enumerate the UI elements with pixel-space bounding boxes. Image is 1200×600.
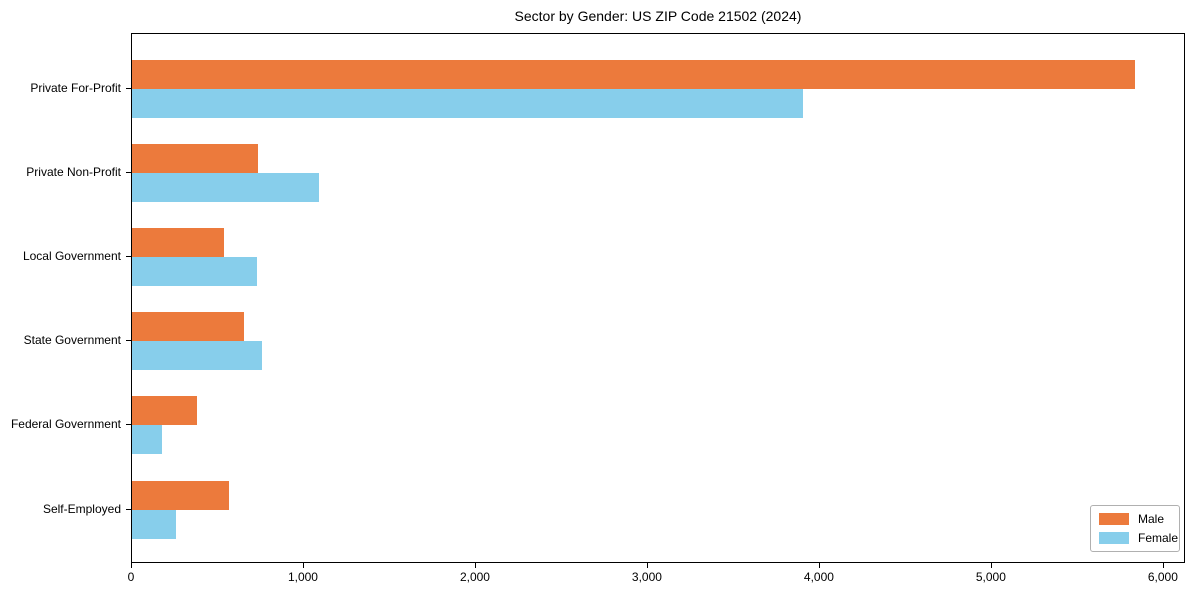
y-tick-label-self-employed: Self-Employed <box>42 501 121 516</box>
x-tick-label-6000: 6,000 <box>1147 570 1178 584</box>
bar-male-federal-government <box>132 396 198 426</box>
plot-area <box>131 33 1185 563</box>
x-tick-mark <box>131 563 132 568</box>
x-tick-mark <box>302 563 304 568</box>
x-tick-mark <box>474 563 476 568</box>
y-tick-label-private-non-profit: Private Non-Profit <box>26 165 121 180</box>
y-tick-label-local-government: Local Government <box>22 249 121 264</box>
y-tick-label-private-for-profit: Private For-Profit <box>30 81 121 95</box>
bar-male-private-for-profit <box>132 60 1135 89</box>
female-series-swatch <box>1099 532 1129 544</box>
x-tick-label-1000: 1,000 <box>287 570 318 584</box>
legend: Male Female <box>1090 505 1180 552</box>
bar-male-private-non-profit <box>132 144 259 174</box>
bar-female-private-for-profit <box>132 89 803 118</box>
x-tick-label-0: 0 <box>127 570 135 584</box>
y-tick-label-state-government: State Government <box>23 333 121 348</box>
y-tick-mark <box>126 172 131 174</box>
legend-label-male: Male <box>1138 512 1165 526</box>
y-tick-mark <box>126 508 131 510</box>
bar-female-federal-government <box>132 425 163 455</box>
x-tick-label-5000: 5,000 <box>975 570 1006 584</box>
bar-male-self-employed <box>132 480 230 510</box>
x-tick-label-3000: 3,000 <box>631 570 662 584</box>
bar-female-self-employed <box>132 509 176 539</box>
bar-male-local-government <box>132 228 224 258</box>
legend-label-female: Female <box>1138 531 1179 545</box>
y-tick-mark <box>126 88 131 89</box>
bar-female-local-government <box>132 257 257 287</box>
x-tick-label-2000: 2,000 <box>459 570 490 584</box>
y-tick-label-federal-government: Federal Government <box>10 417 121 432</box>
male-series-swatch <box>1099 513 1129 525</box>
bar-female-private-non-profit <box>132 173 320 203</box>
x-tick-mark <box>818 563 820 568</box>
legend-item-male: Male <box>1099 512 1171 526</box>
y-tick-mark <box>126 256 131 258</box>
x-tick-label-4000: 4,000 <box>803 570 834 584</box>
bar-male-state-government <box>132 312 244 342</box>
x-tick-mark <box>990 563 992 568</box>
legend-item-female: Female <box>1099 531 1178 545</box>
x-tick-mark <box>1162 563 1164 568</box>
y-tick-mark <box>126 424 131 426</box>
x-tick-mark <box>646 563 648 568</box>
chart-title: Sector by Gender: US ZIP Code 21502 (202… <box>514 8 802 24</box>
bar-female-state-government <box>132 341 262 371</box>
y-tick-mark <box>126 340 131 342</box>
